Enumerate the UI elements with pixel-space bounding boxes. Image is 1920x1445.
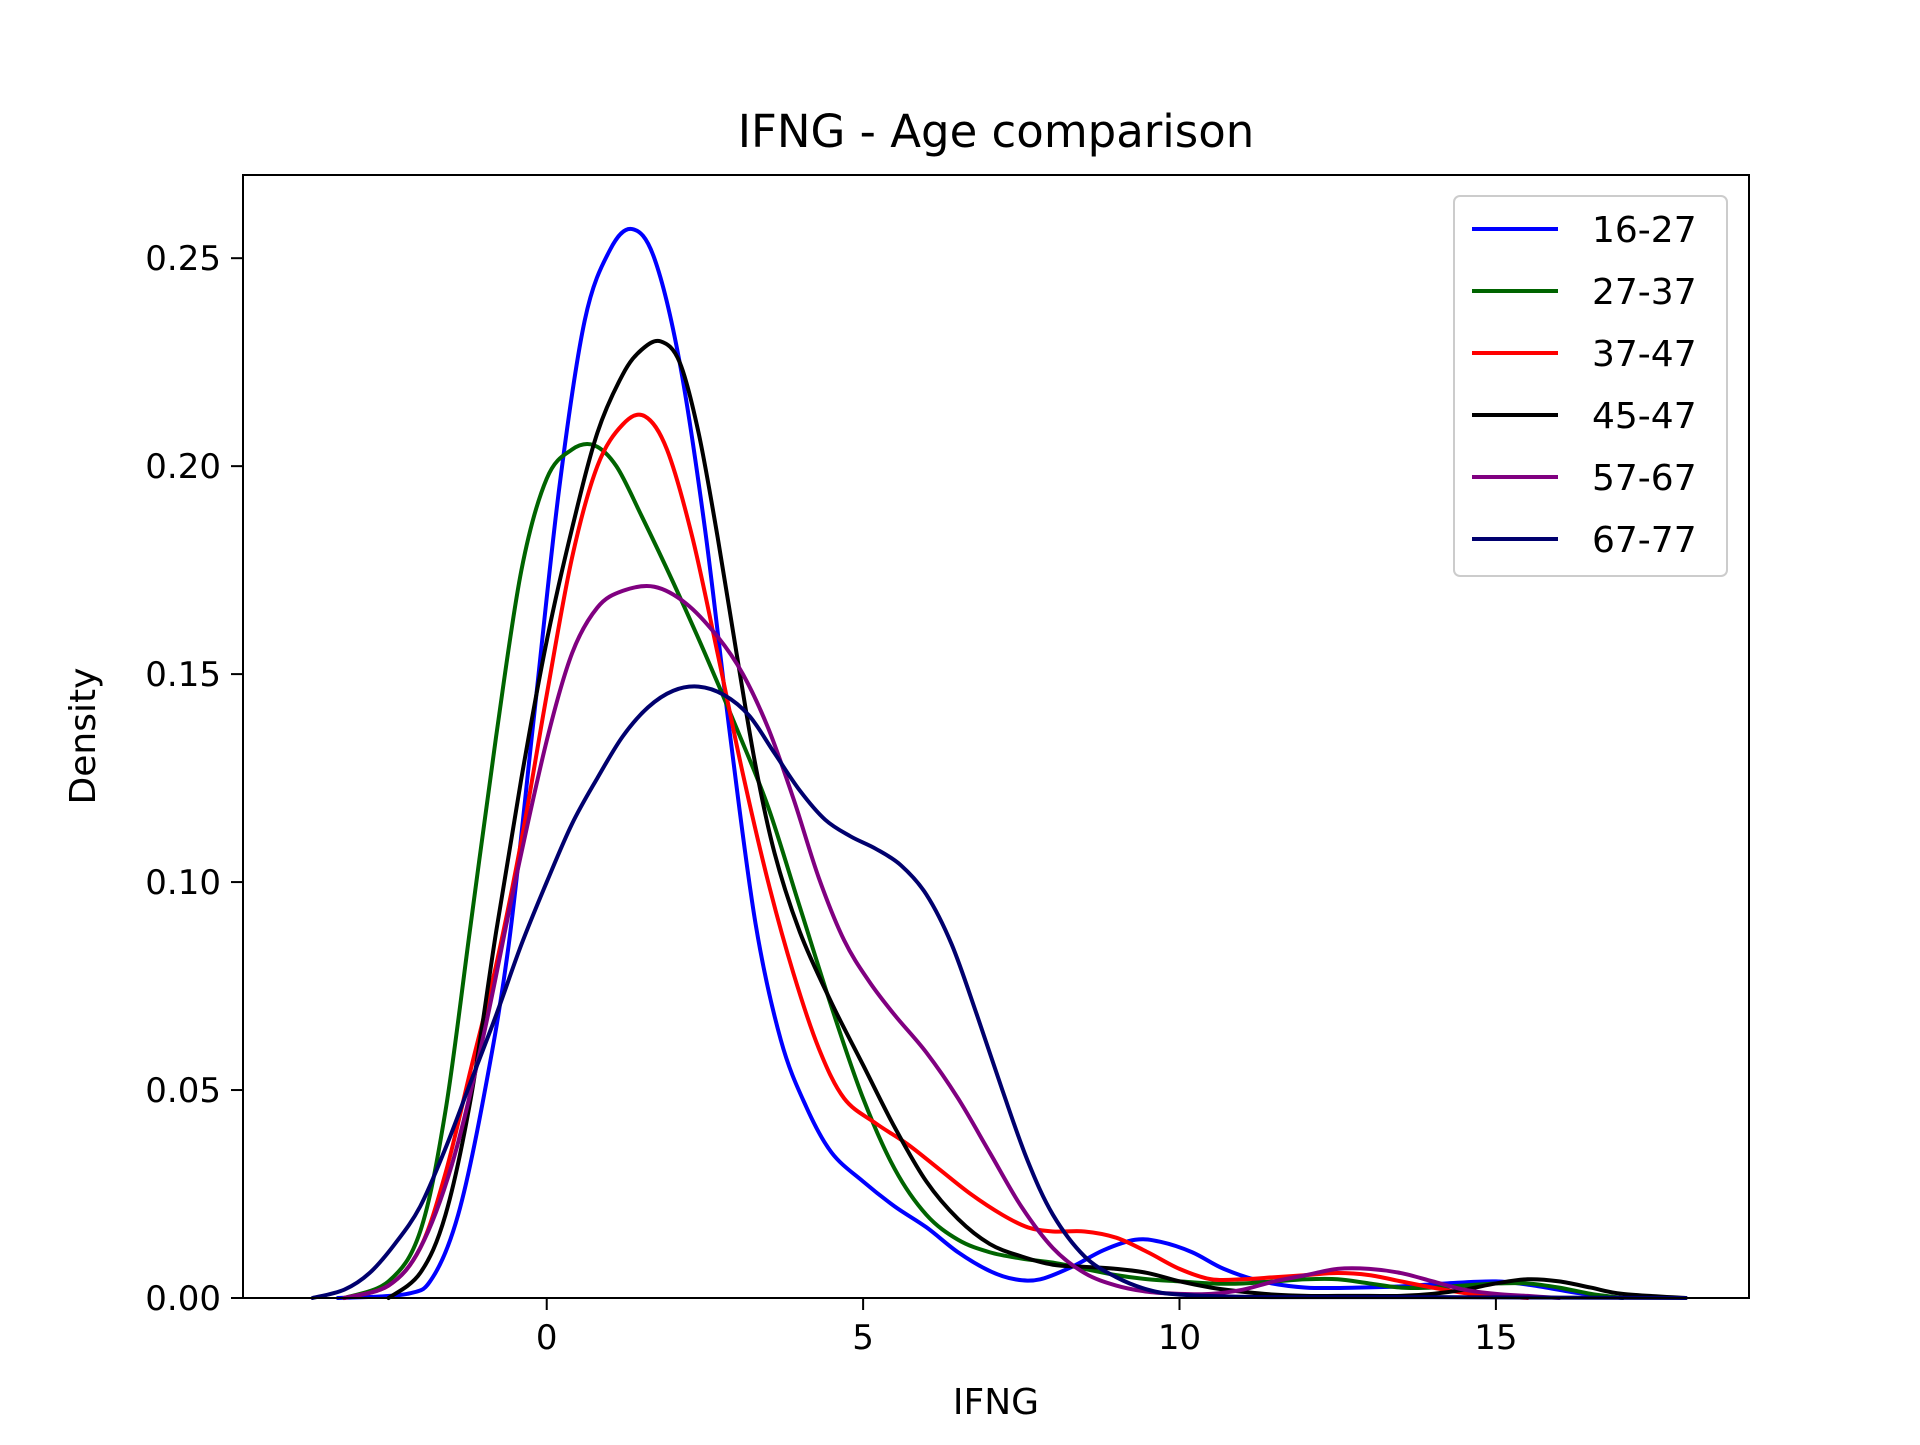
x-tick-label: 10 xyxy=(1158,1318,1201,1358)
legend-label: 67-77 xyxy=(1592,520,1697,561)
plot-area xyxy=(242,174,1750,1300)
y-tick-label: 0.25 xyxy=(145,239,221,279)
y-tick-label: 0.20 xyxy=(145,447,221,487)
x-tick-label: 0 xyxy=(536,1318,558,1358)
series-line-16-27 xyxy=(335,226,1625,1300)
legend-entries: 16-27 27-37 37-47 45-47 57-67 67-77 xyxy=(1472,210,1697,561)
x-axis: 0 5 10 15 xyxy=(536,1298,1518,1358)
legend: 16-27 27-37 37-47 45-47 57-67 67-77 xyxy=(1453,195,1728,577)
y-axis: 0.00 0.05 0.10 0.15 0.20 0.25 xyxy=(145,239,243,1319)
y-tick-label: 0.15 xyxy=(145,655,221,695)
series-line-57-67 xyxy=(342,584,1562,1300)
legend-label: 16-27 xyxy=(1592,210,1697,251)
chart-title: IFNG - Age comparison xyxy=(738,105,1255,158)
legend-label: 45-47 xyxy=(1592,396,1697,437)
legend-box xyxy=(1453,195,1728,577)
series-layer xyxy=(310,226,1688,1300)
x-tick-label: 15 xyxy=(1474,1318,1517,1358)
y-tick-label: 0.00 xyxy=(145,1279,221,1319)
series-line-27-37 xyxy=(342,441,1625,1300)
legend-label: 57-67 xyxy=(1592,458,1697,499)
axes-frame xyxy=(242,174,1750,1299)
y-tick-label: 0.05 xyxy=(145,1071,221,1111)
x-axis-label: IFNG xyxy=(953,1382,1039,1423)
y-axis-label: Density xyxy=(63,668,104,805)
legend-label: 37-47 xyxy=(1592,334,1697,375)
legend-label: 27-37 xyxy=(1592,272,1697,313)
x-tick-label: 5 xyxy=(852,1318,874,1358)
y-tick-label: 0.10 xyxy=(145,863,221,903)
series-line-67-77 xyxy=(310,684,1688,1300)
